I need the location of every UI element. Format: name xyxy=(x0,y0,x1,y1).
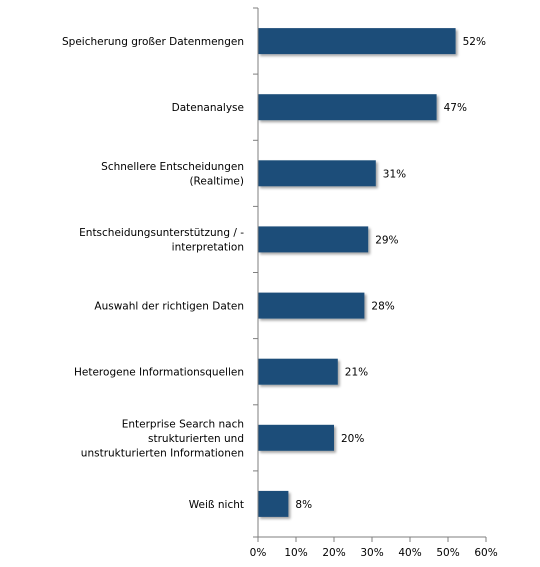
category-label: Schnellere Entscheidungen xyxy=(101,161,244,173)
data-label: 8% xyxy=(295,499,312,511)
value-labels: 52% 47% 31% 29% 28% 21% 20% 8% xyxy=(295,36,486,511)
x-tick-label: 40% xyxy=(398,547,421,559)
x-tick-label: 20% xyxy=(322,547,345,559)
bar xyxy=(258,358,338,385)
category-label: strukturierten und xyxy=(148,433,244,445)
bar xyxy=(258,160,376,187)
category-label: Datenanalyse xyxy=(172,102,244,114)
bar xyxy=(258,226,369,253)
category-label: interpretation xyxy=(172,242,244,254)
category-label: Enterprise Search nach xyxy=(122,418,244,430)
bar xyxy=(258,424,334,451)
category-labels: Speicherung großer Datenmengen Datenanaly… xyxy=(62,36,244,511)
category-label: unstrukturierten Informationen xyxy=(81,447,244,459)
data-label: 52% xyxy=(463,36,486,48)
category-label: Entscheidungsunterstützung / - xyxy=(79,227,244,239)
x-tick-label: 0% xyxy=(250,547,267,559)
x-tick-label: 50% xyxy=(436,547,459,559)
axes: 0% 10% 20% 30% 40% 50% 60% xyxy=(250,7,498,559)
category-label: Heterogene Informationsquellen xyxy=(74,367,244,379)
data-label: 29% xyxy=(375,234,398,246)
x-tick-label: 30% xyxy=(360,547,383,559)
data-label: 20% xyxy=(341,433,364,445)
data-label: 47% xyxy=(444,102,467,114)
bar xyxy=(258,94,437,121)
bar-series xyxy=(258,28,456,517)
bar xyxy=(258,292,365,319)
category-label: Weiß nicht xyxy=(189,499,244,511)
category-label: Auswahl der richtigen Daten xyxy=(94,301,244,313)
category-label: Speicherung großer Datenmengen xyxy=(62,36,244,48)
bar xyxy=(258,28,456,55)
x-tick-label: 60% xyxy=(474,547,497,559)
data-label: 21% xyxy=(345,367,368,379)
bar xyxy=(258,490,289,517)
x-tick-label: 10% xyxy=(284,547,307,559)
category-label: (Realtime) xyxy=(189,176,244,188)
data-label: 31% xyxy=(383,168,406,180)
data-label: 28% xyxy=(371,301,394,313)
